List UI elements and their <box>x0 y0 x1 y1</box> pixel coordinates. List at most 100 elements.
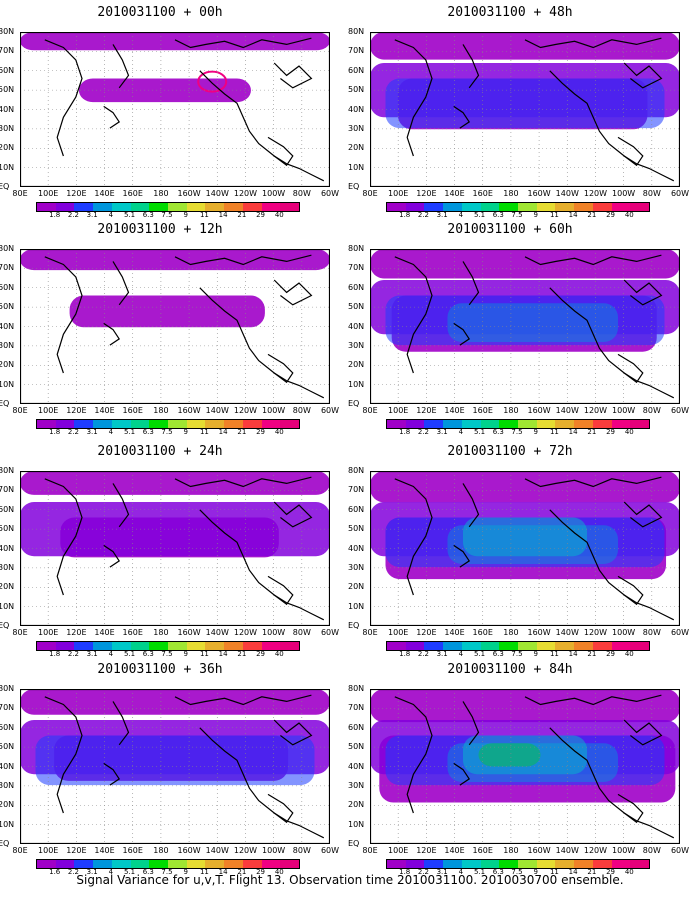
colorbar-swatch <box>37 203 56 211</box>
colorbar-swatch <box>518 860 537 868</box>
colorbar-tick-label: 7.5 <box>511 428 523 436</box>
coastline <box>623 62 663 89</box>
panel-title: 2010031100 + 00h <box>97 5 223 20</box>
lat-tick-label: 70N <box>348 485 365 495</box>
colorbar-tick-label: 14 <box>218 211 228 219</box>
colorbar-tick-label: 2.2 <box>417 211 429 219</box>
colorbar-swatch <box>186 642 206 650</box>
coastline <box>112 701 130 746</box>
colorbar-swatch <box>37 860 56 868</box>
variance-region <box>447 525 618 564</box>
coastline <box>549 70 675 182</box>
colorbar-tick-label: 5.1 <box>473 868 486 876</box>
colorbar-swatch <box>168 642 187 650</box>
variance-region <box>370 471 680 503</box>
lat-tick-label: 30N <box>0 562 15 572</box>
lon-tick-label: 120W <box>583 846 608 855</box>
coastline <box>103 544 121 568</box>
colorbar-tick-label: 14 <box>568 211 578 219</box>
colorbar-swatch <box>55 860 75 868</box>
colorbar-swatch <box>242 420 262 428</box>
colorbar-swatch <box>555 860 575 868</box>
colorbar-tick-label: 21 <box>587 211 597 219</box>
colorbar-tick-label: 21 <box>587 868 597 876</box>
colorbar-swatch <box>592 642 612 650</box>
lon-tick-label: 140W <box>555 628 579 637</box>
lon-tick-label: 80E <box>362 628 378 637</box>
lon-tick-label: 100W <box>612 189 636 198</box>
lat-tick-label: 60N <box>348 504 365 514</box>
coastline <box>462 44 480 89</box>
colorbar-tick-label: 4 <box>108 650 114 658</box>
colorbar-swatch <box>130 420 150 428</box>
colorbar-swatch <box>630 860 650 868</box>
colorbar-tick-label: 9 <box>533 211 538 219</box>
lon-tick-label: 140W <box>555 846 579 855</box>
variance-region <box>385 517 665 568</box>
lon-tick-label: 140E <box>94 628 115 637</box>
lon-tick-label: 160W <box>527 406 551 415</box>
map-panel: 2010031100 + 24h 80N 70N 60N 50N 40N 30N 20N 10N… <box>0 444 339 658</box>
colorbar-tick-label: 1.8 <box>399 650 411 658</box>
lat-tick-label: 30N <box>348 562 365 572</box>
coastline <box>394 256 433 374</box>
colorbar <box>386 419 650 429</box>
colorbar-labels: 1.8 2.2 3.1 4 5.1 6.3 7.5 9 11 14 21 29 40 <box>386 650 648 659</box>
lon-tick-label: 120W <box>233 846 258 855</box>
variance-map <box>20 32 330 187</box>
variance-region <box>447 743 618 782</box>
lat-tick-label: 50N <box>348 742 365 752</box>
lon-tick-label: 140W <box>555 189 579 198</box>
lon-tick-label: 80E <box>362 189 378 198</box>
lon-tick-label: 120E <box>66 406 87 415</box>
variance-region <box>463 517 587 557</box>
colorbar-swatch <box>424 203 444 211</box>
lon-tick-label: 120W <box>583 628 608 637</box>
coastline <box>394 478 433 596</box>
lat-tick-label: 40N <box>0 104 15 114</box>
colorbar-swatch <box>242 203 262 211</box>
lat-tick-label: 10N <box>0 819 15 829</box>
lat-tick-label: EQ <box>348 839 360 848</box>
lon-tick-label: 80E <box>12 846 28 855</box>
colorbar-swatch <box>592 203 612 211</box>
colorbar-swatch <box>111 420 131 428</box>
colorbar-swatch <box>405 642 425 650</box>
colorbar-swatch <box>37 642 56 650</box>
lat-tick-label: 40N <box>0 321 15 331</box>
map-panel: 2010031100 + 60h 80N 70N 60N 50N 40N 30N 20N 10N… <box>348 222 689 436</box>
lon-tick-label: 100E <box>388 406 409 415</box>
colorbar-swatch <box>387 642 406 650</box>
lon-tick-label: 60W <box>320 628 340 637</box>
coastline <box>462 261 480 306</box>
colorbar-swatch <box>424 420 444 428</box>
colorbar-tick-label: 6.3 <box>142 868 154 876</box>
coastline <box>453 105 471 129</box>
lon-tick-label: 120E <box>416 846 437 855</box>
coastline <box>112 483 130 528</box>
colorbar-swatch <box>499 642 519 650</box>
colorbar-swatch <box>280 420 300 428</box>
colorbar-swatch <box>55 420 75 428</box>
lat-tick-label: EQ <box>348 621 360 630</box>
lon-tick-label: 160W <box>527 189 551 198</box>
lat-tick-label: 20N <box>0 360 15 370</box>
lon-tick-label: 80W <box>642 406 661 415</box>
lon-tick-label: 180 <box>153 628 169 637</box>
colorbar-tick-label: 21 <box>237 868 247 876</box>
colorbar-tick-label: 21 <box>237 211 247 219</box>
colorbar-swatch <box>205 420 225 428</box>
coastline <box>623 279 663 306</box>
colorbar-swatch <box>74 642 94 650</box>
lat-tick-label: 10N <box>348 601 365 611</box>
lon-tick-label: 160E <box>122 628 143 637</box>
colorbar-swatch <box>555 203 575 211</box>
lon-tick-label: 80E <box>362 406 378 415</box>
colorbar-swatch <box>186 203 206 211</box>
coastline <box>174 694 312 706</box>
coastline <box>103 105 121 129</box>
variance-region <box>20 689 330 715</box>
colorbar-tick-label: 1.8 <box>49 211 61 219</box>
colorbar-tick-label: 11 <box>199 868 209 876</box>
colorbar-labels: 1.8 2.2 3.1 4 5.1 6.3 7.5 9 11 14 21 29 40 <box>36 211 298 220</box>
